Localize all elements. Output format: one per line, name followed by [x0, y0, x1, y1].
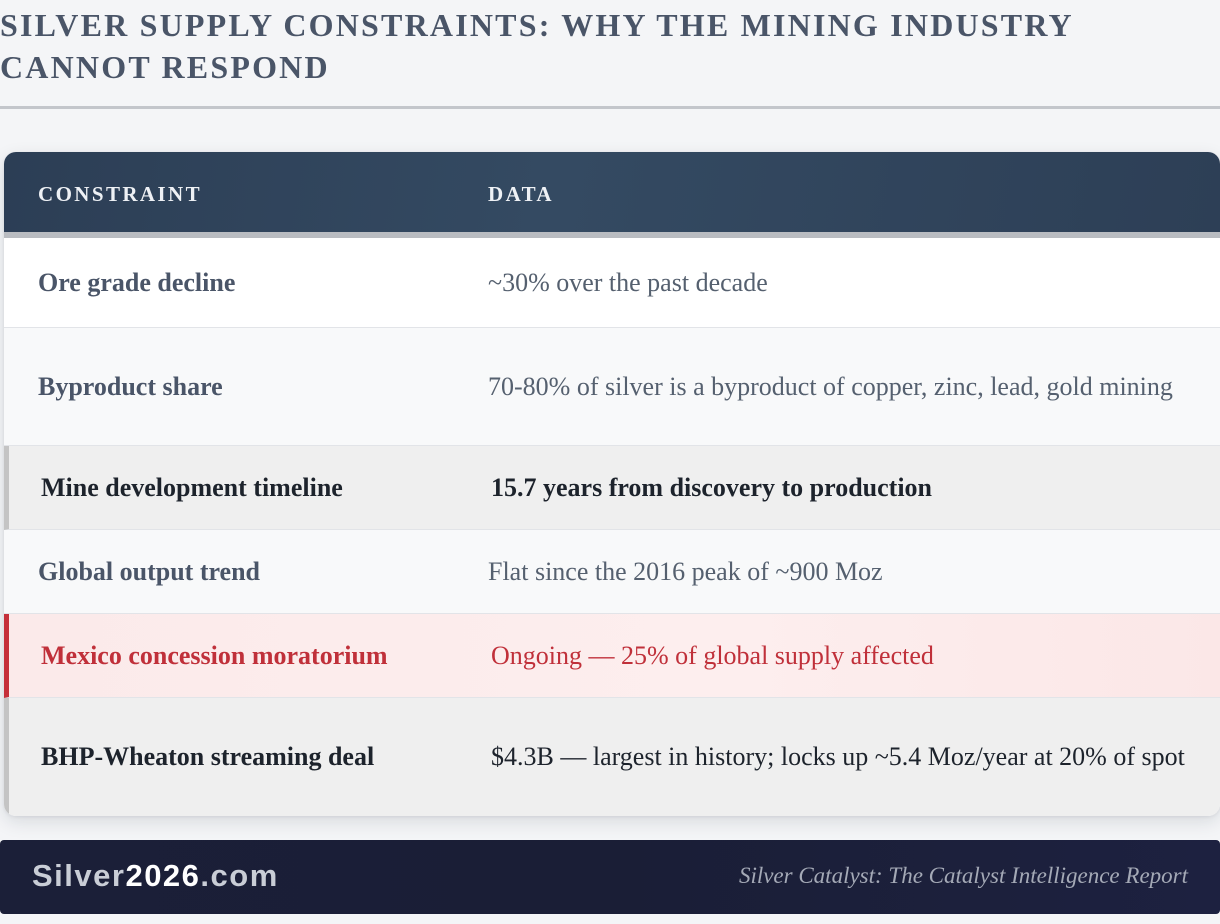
data-cell: 15.7 years from discovery to production: [491, 472, 932, 502]
column-header-constraint: Constraint: [38, 182, 203, 206]
constraint-cell: Global output trend: [38, 556, 261, 586]
constraint-cell: Mine development timeline: [41, 472, 343, 502]
brand-prefix: Silver: [32, 858, 126, 893]
data-cell: ~30% over the past decade: [488, 267, 768, 297]
table-row-mexico-moratorium: Mexico concession moratorium Ongoing — 2…: [4, 614, 1220, 698]
table-row-byproduct-share: Byproduct share 70-80% of silver is a by…: [4, 328, 1220, 446]
data-cell: $4.3B — largest in history; locks up ~5.…: [491, 742, 1185, 771]
data-cell: Flat since the 2016 peak of ~900 Moz: [488, 556, 883, 586]
constraint-cell: Byproduct share: [38, 371, 223, 401]
constraint-cell: Mexico concession moratorium: [41, 640, 388, 670]
brand-suffix: .com: [200, 858, 279, 893]
table-row-mine-development: Mine development timeline 15.7 years fro…: [4, 446, 1220, 530]
data-cell: 70-80% of silver is a byproduct of coppe…: [488, 371, 1173, 401]
title-divider: [0, 106, 1220, 109]
table-row-ore-grade: Ore grade decline ~30% over the past dec…: [4, 238, 1220, 328]
table-row-bhp-wheaton: BHP-Wheaton streaming deal $4.3B — large…: [4, 698, 1220, 816]
table-row-global-output: Global output trend Flat since the 2016 …: [4, 530, 1220, 614]
page-title: Silver Supply Constraints: Why the Minin…: [0, 7, 1073, 85]
report-tagline: Silver Catalyst: The Catalyst Intelligen…: [738, 863, 1188, 888]
constraint-cell: BHP-Wheaton streaming deal: [41, 742, 375, 771]
brand-number: 2026: [125, 858, 201, 893]
data-cell: Ongoing — 25% of global supply affected: [491, 640, 934, 670]
constraint-cell: Ore grade decline: [38, 267, 236, 297]
footer-bar: Silver2026.com Silver Catalyst: The Cata…: [0, 840, 1220, 914]
column-header-data: Data: [488, 182, 554, 206]
table-header-row: Constraint Data: [4, 152, 1220, 238]
constraints-table: Constraint Data Ore grade decline ~30% o…: [4, 152, 1220, 816]
site-brand-link[interactable]: Silver2026.com: [32, 858, 279, 894]
